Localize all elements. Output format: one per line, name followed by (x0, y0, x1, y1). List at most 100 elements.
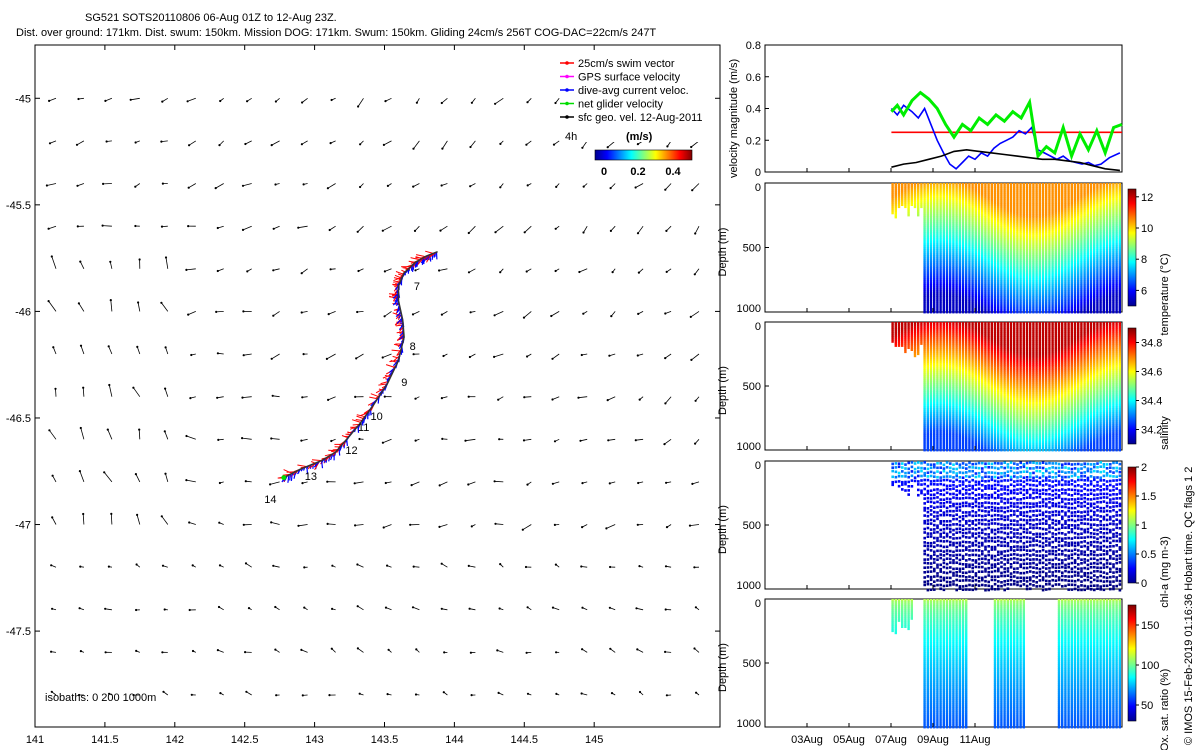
section-sample (1000, 228, 1003, 231)
current-arrow-head (245, 690, 248, 693)
section-sample (1032, 286, 1035, 289)
section-sample (1083, 218, 1086, 221)
section-sample (1070, 280, 1073, 283)
section-sample (1000, 199, 1003, 202)
section-sample (926, 311, 929, 314)
section-sample (929, 308, 933, 312)
section-sample (1070, 209, 1073, 213)
section-sample (1009, 238, 1013, 242)
section-sample (1032, 218, 1035, 221)
section-sample (1070, 290, 1073, 293)
section-sample (977, 251, 981, 254)
header-line1: SG521 SOTS20110806 06-Aug 01Z to 12-Aug … (85, 12, 337, 24)
current-arrow (355, 524, 364, 526)
current-arrow-head (272, 227, 275, 230)
section-sample (1109, 249, 1112, 252)
section-sample (990, 290, 993, 293)
section-sample (910, 193, 913, 196)
map-xtick-label: 144.5 (511, 734, 539, 746)
section-sample (1099, 228, 1102, 231)
section-sample (1054, 273, 1057, 277)
section-sample (1089, 205, 1093, 209)
section-sample (958, 261, 961, 264)
section-sample (1109, 216, 1112, 219)
section-sample (1025, 193, 1029, 196)
section-sample (1067, 197, 1070, 200)
section-sample (1029, 234, 1032, 237)
section-sample (1064, 302, 1067, 306)
section-sample (1035, 238, 1038, 242)
section-sample (1086, 257, 1089, 260)
section-sample (1029, 226, 1032, 229)
section-sample (1080, 228, 1083, 231)
section-sample (945, 292, 949, 295)
section-sample (1045, 203, 1048, 206)
section-sample (1029, 238, 1032, 242)
section-sample (923, 232, 926, 235)
section-sample (1041, 232, 1045, 235)
section-sample (1048, 211, 1051, 215)
legend-extra: 4h (565, 131, 577, 143)
section-sample (971, 261, 974, 264)
section-sample (1000, 232, 1003, 235)
section-sample (1057, 300, 1061, 303)
section-sample (1038, 199, 1041, 202)
current-arrow-head (580, 692, 583, 695)
section-sample (939, 296, 942, 299)
section-sample (1029, 199, 1032, 202)
section-sample (958, 292, 961, 295)
section-sample (1006, 234, 1009, 237)
current-arrow-head (635, 607, 638, 610)
section-sample (1006, 244, 1009, 248)
section-sample (942, 187, 945, 190)
section-sample (923, 209, 926, 213)
current-arrow (357, 648, 364, 653)
section-sample (1083, 306, 1086, 310)
section-sample (1006, 189, 1009, 192)
section-sample (968, 306, 971, 310)
section-sample (1070, 193, 1073, 196)
section-sample (1054, 209, 1057, 213)
current-arrow-head (190, 693, 193, 696)
current-arrow-head (54, 387, 57, 390)
current-arrow-head (524, 565, 528, 569)
section-sample (965, 296, 968, 299)
section-sample (1067, 308, 1070, 312)
section-sample (1099, 209, 1102, 213)
section-sample (1013, 211, 1016, 215)
current-arrow-head (664, 608, 667, 611)
section-sample (1077, 244, 1080, 248)
section-sample (961, 232, 965, 235)
section-sample (1070, 263, 1073, 266)
section-sample (1038, 189, 1041, 192)
section-sample (1070, 257, 1073, 260)
section-sample (1105, 302, 1109, 306)
section-sample (1003, 296, 1006, 299)
current-arrow-head (218, 144, 221, 147)
section-sample (933, 286, 936, 289)
section-sample (1009, 277, 1013, 281)
current-arrow-head (469, 311, 472, 314)
section-sample (955, 296, 958, 299)
section-sample (939, 183, 942, 186)
section-sample (1035, 306, 1038, 310)
section-sample (958, 277, 961, 281)
section-sample (971, 228, 974, 231)
section-sample (971, 197, 974, 200)
section-sample (971, 286, 974, 289)
section-sample (1083, 290, 1086, 293)
velocity-ytick-label: 0.2 (746, 135, 761, 147)
section-sample (933, 232, 936, 235)
section-sample (1032, 189, 1035, 192)
current-arrow-head (270, 437, 273, 440)
section-sample (1048, 205, 1051, 209)
section-sample (907, 189, 910, 192)
section-sample (1003, 277, 1006, 281)
section-sample (942, 238, 945, 242)
current-arrow-head (526, 692, 530, 695)
section-sample (1109, 211, 1112, 215)
section-sample (1045, 311, 1048, 314)
section-sample (952, 296, 955, 299)
current-arrow (413, 140, 420, 149)
section-sample (1083, 240, 1086, 244)
